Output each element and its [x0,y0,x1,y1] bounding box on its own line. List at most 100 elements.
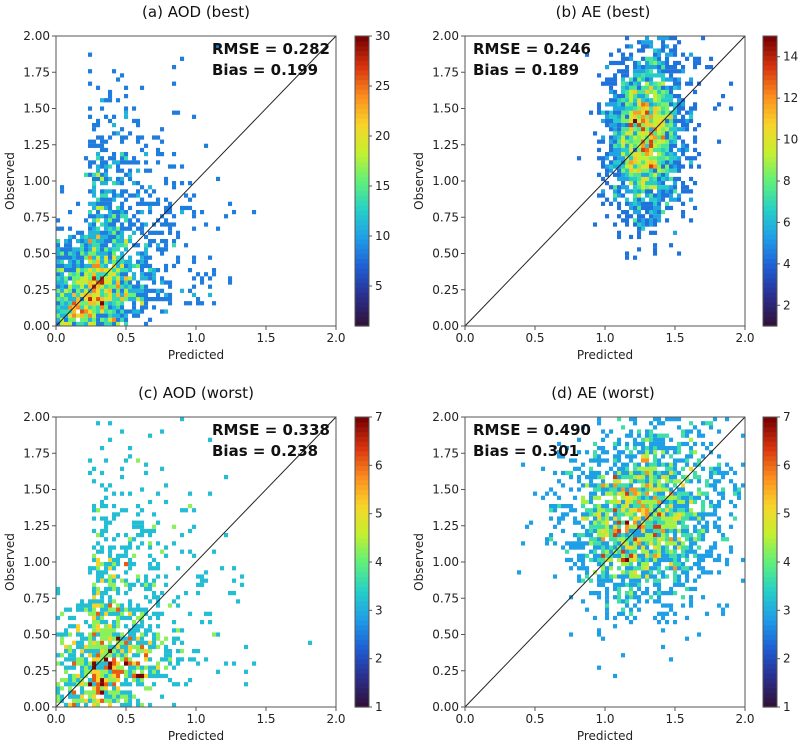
heatmap-cell [180,56,185,61]
heatmap-cell [645,466,650,471]
heatmap-cell [64,297,69,302]
heatmap-cell [56,218,61,223]
heatmap-cell [104,226,109,231]
heatmap-cell [669,73,674,78]
heatmap-cell [641,176,646,182]
heatmap-cell [657,533,662,538]
heatmap-cell [669,69,674,74]
heatmap-cell [621,483,626,488]
heatmap-cell [164,268,169,273]
heatmap-cell [649,60,654,66]
heatmap-cell [585,541,590,546]
heatmap-cell [613,446,618,451]
heatmap-cell [88,636,93,641]
heatmap-cell [693,156,698,161]
heatmap-cell [160,549,165,554]
heatmap-cell [140,301,145,306]
heatmap-cell [637,89,642,95]
heatmap-cell [124,263,129,269]
heatmap-cell [100,268,105,273]
heatmap-cell [617,483,622,488]
heatmap-cell [689,106,694,111]
heatmap-cell [653,545,658,550]
heatmap-cell [641,450,646,455]
heatmap-cell [569,566,574,571]
heatmap-cell [617,595,622,600]
heatmap-cell [613,127,618,132]
heatmap-cell [68,607,73,612]
colorbar-segment [355,508,369,515]
colorbar-segment [763,566,777,573]
heatmap-cell [120,702,125,708]
heatmap-cell [156,230,161,235]
heatmap-cell [645,36,650,41]
heatmap-cell [665,185,670,190]
heatmap-cell [148,268,153,273]
heatmap-cell [665,499,670,505]
heatmap-cell [88,297,93,302]
heatmap-cell [649,466,654,471]
heatmap-cell [116,226,121,231]
heatmap-cell [677,176,682,182]
heatmap-cell [104,669,109,674]
heatmap-cell [104,243,109,248]
colorbar-segment [763,562,777,568]
heatmap-cell [633,549,638,554]
heatmap-cell [124,694,129,699]
heatmap-cell [164,263,169,269]
heatmap-cell [609,483,614,488]
heatmap-cell [641,164,646,169]
heatmap-cell [657,499,662,505]
heatmap-cell [669,499,674,505]
heatmap-cell [677,106,682,111]
heatmap-cell [617,566,622,571]
heatmap-cell [661,94,666,99]
heatmap-cell [184,591,189,596]
colorbar-tick-label: 8 [783,174,791,188]
heatmap-cell [136,636,141,641]
heatmap-cell [617,118,622,124]
heatmap-cell [92,243,97,248]
colorbar-segment [763,658,777,665]
heatmap-cell [641,466,646,471]
heatmap-cell [100,636,105,641]
heatmap-cell [681,562,686,567]
heatmap-cell [569,470,574,476]
y-tick-label: 2.00 [432,29,459,43]
heatmap-cell [613,118,618,124]
heatmap-cell [661,81,666,86]
heatmap-cell [645,458,650,463]
heatmap-cell [148,545,153,550]
heatmap-cell [677,516,682,521]
heatmap-cell [653,222,658,227]
heatmap-cell [701,537,706,542]
heatmap-cell [617,123,622,128]
heatmap-cell [613,164,618,169]
heatmap-cell [144,673,149,679]
heatmap-cell [108,226,113,231]
heatmap-cell [657,483,662,488]
heatmap-cell [613,222,618,227]
heatmap-cell [609,89,614,95]
colorbar-segment [763,142,777,148]
heatmap-cell [633,139,638,144]
heatmap-cell [68,276,73,281]
heatmap-cell [629,582,634,587]
colorbar-segment [763,272,777,279]
heatmap-cell [609,429,614,434]
heatmap-cell [613,487,618,492]
heatmap-cell [100,570,105,575]
heatmap-cell [709,475,714,480]
heatmap-cell [152,201,157,206]
heatmap-cell [689,491,694,496]
heatmap-cell [649,205,654,211]
heatmap-cell [673,516,678,521]
heatmap-cell [637,193,642,198]
heatmap-cell [677,147,682,153]
heatmap-cell [549,537,554,542]
heatmap-cell [645,557,650,563]
heatmap-cell [160,657,165,662]
heatmap-cell [116,243,121,248]
heatmap-cell [136,607,141,612]
heatmap-cell [597,533,602,538]
